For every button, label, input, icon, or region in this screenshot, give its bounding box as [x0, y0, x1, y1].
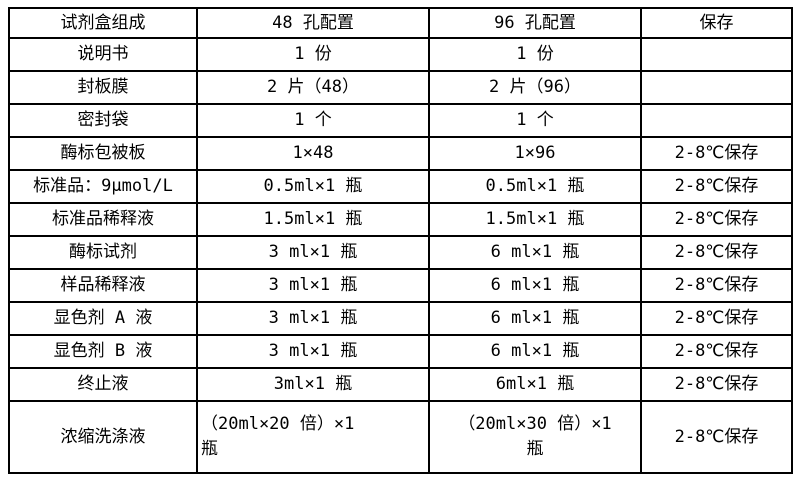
cell-96: 6 ml×1 瓶: [428, 334, 642, 369]
cell-48: 1 个: [196, 103, 430, 138]
table-row: 说明书 1 份 1 份: [8, 37, 793, 72]
cell-component: 终止液: [8, 367, 198, 402]
col-header-48-well: 48 孔配置: [196, 7, 430, 39]
cell-96: 0.5ml×1 瓶: [428, 169, 642, 204]
table-row: 标准品：9μmol/L 0.5ml×1 瓶 0.5ml×1 瓶 2-8℃保存: [8, 169, 793, 204]
cell-component: 说明书: [8, 37, 198, 72]
cell-component: 酶标包被板: [8, 136, 198, 171]
cell-48: 0.5ml×1 瓶: [196, 169, 430, 204]
cell-component: 标准品：9μmol/L: [8, 169, 198, 204]
table-header-row: 试剂盒组成 48 孔配置 96 孔配置 保存: [8, 7, 793, 39]
cell-storage: [640, 70, 793, 105]
table-row: 浓缩洗涤液 （20ml×20 倍）×1 瓶 （20ml×30 倍）×1 瓶 2-…: [8, 400, 793, 474]
table-row: 标准品稀释液 1.5ml×1 瓶 1.5ml×1 瓶 2-8℃保存: [8, 202, 793, 237]
table-row: 显色剂 B 液 3 ml×1 瓶 6 ml×1 瓶 2-8℃保存: [8, 334, 793, 369]
cell-48: 3 ml×1 瓶: [196, 334, 430, 369]
cell-96: 6 ml×1 瓶: [428, 268, 642, 303]
cell-48: 1×48: [196, 136, 430, 171]
col-header-96-well: 96 孔配置: [428, 7, 642, 39]
cell-96: 6ml×1 瓶: [428, 367, 642, 402]
cell-storage: 2-8℃保存: [640, 301, 793, 336]
cell-96: 6 ml×1 瓶: [428, 301, 642, 336]
cell-96: 2 片（96）: [428, 70, 642, 105]
cell-storage: [640, 103, 793, 138]
cell-storage: 2-8℃保存: [640, 367, 793, 402]
cell-48: 3 ml×1 瓶: [196, 235, 430, 270]
cell-96: 1×96: [428, 136, 642, 171]
cell-component: 显色剂 B 液: [8, 334, 198, 369]
cell-48: 3 ml×1 瓶: [196, 268, 430, 303]
cell-storage: 2-8℃保存: [640, 169, 793, 204]
cell-48: 1.5ml×1 瓶: [196, 202, 430, 237]
col-header-component: 试剂盒组成: [8, 7, 198, 39]
table-row: 密封袋 1 个 1 个: [8, 103, 793, 138]
col-header-storage: 保存: [640, 7, 793, 39]
cell-storage: 2-8℃保存: [640, 334, 793, 369]
cell-storage: 2-8℃保存: [640, 136, 793, 171]
cell-48: 2 片（48）: [196, 70, 430, 105]
cell-96: 1 个: [428, 103, 642, 138]
table-row: 封板膜 2 片（48） 2 片（96）: [8, 70, 793, 105]
cell-component: 封板膜: [8, 70, 198, 105]
table-row: 样品稀释液 3 ml×1 瓶 6 ml×1 瓶 2-8℃保存: [8, 268, 793, 303]
cell-storage: [640, 37, 793, 72]
cell-storage: 2-8℃保存: [640, 268, 793, 303]
cell-96: 1.5ml×1 瓶: [428, 202, 642, 237]
table-row: 酶标包被板 1×48 1×96 2-8℃保存: [8, 136, 793, 171]
table-row: 终止液 3ml×1 瓶 6ml×1 瓶 2-8℃保存: [8, 367, 793, 402]
cell-48: 1 份: [196, 37, 430, 72]
cell-96: （20ml×30 倍）×1 瓶: [428, 400, 642, 474]
cell-component: 浓缩洗涤液: [8, 400, 198, 474]
cell-component: 样品稀释液: [8, 268, 198, 303]
cell-storage: 2-8℃保存: [640, 202, 793, 237]
cell-component: 标准品稀释液: [8, 202, 198, 237]
table-row: 酶标试剂 3 ml×1 瓶 6 ml×1 瓶 2-8℃保存: [8, 235, 793, 270]
cell-96: 6 ml×1 瓶: [428, 235, 642, 270]
table-row: 显色剂 A 液 3 ml×1 瓶 6 ml×1 瓶 2-8℃保存: [8, 301, 793, 336]
cell-48: （20ml×20 倍）×1 瓶: [196, 400, 430, 474]
cell-storage: 2-8℃保存: [640, 400, 793, 474]
cell-96: 1 份: [428, 37, 642, 72]
cell-48: 3 ml×1 瓶: [196, 301, 430, 336]
cell-storage: 2-8℃保存: [640, 235, 793, 270]
cell-component: 密封袋: [8, 103, 198, 138]
cell-component: 酶标试剂: [8, 235, 198, 270]
reagent-kit-table: 试剂盒组成 48 孔配置 96 孔配置 保存 说明书 1 份 1 份 封板膜 2…: [8, 7, 793, 474]
cell-48: 3ml×1 瓶: [196, 367, 430, 402]
cell-component: 显色剂 A 液: [8, 301, 198, 336]
